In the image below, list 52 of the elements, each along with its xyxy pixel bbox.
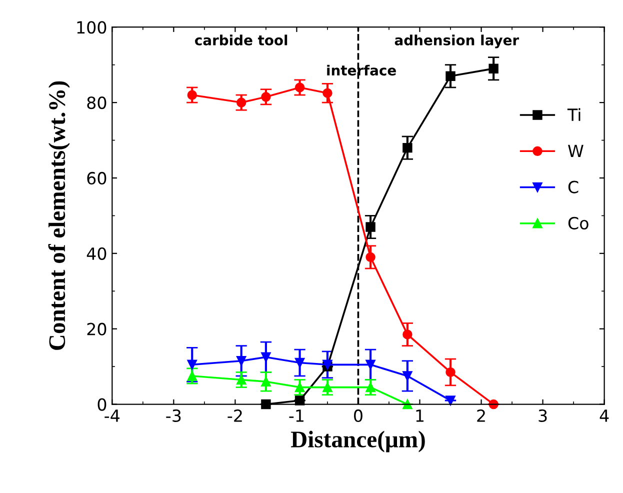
legend-label: W xyxy=(568,144,584,157)
x-tick-label: 1 xyxy=(416,410,424,422)
x-tick-label: -2 xyxy=(228,409,242,422)
x-tick-label: -4 xyxy=(104,410,120,422)
point xyxy=(294,382,305,392)
y-tick-label: 80 xyxy=(87,96,106,110)
point xyxy=(488,64,498,74)
legend-label: Ti xyxy=(567,108,580,121)
x-tick-label: -1 xyxy=(289,410,304,422)
point xyxy=(402,371,412,381)
x-tick-label: 3 xyxy=(538,409,547,422)
point xyxy=(261,92,271,102)
y-tick-label: 20 xyxy=(87,322,106,336)
y-tick-label: 100 xyxy=(77,21,106,34)
point xyxy=(294,82,305,92)
point xyxy=(446,396,456,406)
x-axis-title: Distance(μm) xyxy=(290,430,425,452)
legend-label: C xyxy=(568,180,578,194)
point xyxy=(261,399,271,410)
y-tick-label: 40 xyxy=(86,247,106,260)
y-tick-label: 0 xyxy=(98,398,106,411)
point xyxy=(261,376,271,386)
point xyxy=(294,396,305,406)
x-tick-label: -3 xyxy=(166,409,181,422)
point xyxy=(322,382,332,392)
y-axis-title: Content of elements(wt.%) xyxy=(48,81,70,350)
x-tick-label: 2 xyxy=(477,409,485,422)
point xyxy=(236,356,246,366)
point xyxy=(366,222,376,232)
y-tick-label: 60 xyxy=(87,172,106,185)
point xyxy=(366,360,376,370)
point xyxy=(236,374,246,385)
point xyxy=(187,360,197,370)
point xyxy=(402,330,412,340)
point xyxy=(294,358,305,368)
x-tick-label: 4 xyxy=(600,410,609,422)
point xyxy=(366,252,376,262)
legend-label: Co xyxy=(568,216,588,230)
point xyxy=(402,142,412,153)
annotation: adhension layer xyxy=(394,34,520,48)
annotation: interface xyxy=(327,64,396,76)
point xyxy=(187,90,197,100)
point xyxy=(236,98,246,108)
point xyxy=(402,399,412,410)
point xyxy=(261,352,271,362)
point xyxy=(187,371,197,381)
x-tick-label: 0 xyxy=(354,409,362,422)
point xyxy=(446,71,456,82)
point xyxy=(366,382,376,392)
annotation: carbide tool xyxy=(195,34,288,46)
point xyxy=(322,88,332,98)
point xyxy=(446,367,456,378)
